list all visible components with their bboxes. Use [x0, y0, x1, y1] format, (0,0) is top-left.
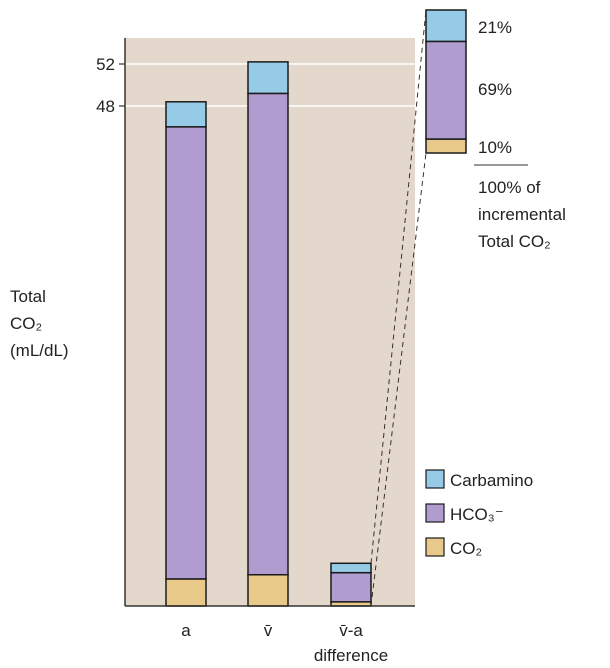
- y-axis-title-line-3: (mL/dL): [10, 341, 69, 360]
- x-label-a: a: [181, 621, 191, 640]
- bars: [165, 61, 372, 607]
- inset-bar-carbamino: [425, 9, 467, 43]
- y-tick-label-52: 52: [96, 55, 115, 74]
- legend-swatch-hco: [425, 503, 445, 523]
- legend-label-hco: HCO₃⁻: [450, 505, 504, 524]
- inset-bar-hco: [425, 40, 467, 140]
- inset-percent-hco3: 69%: [478, 80, 512, 99]
- x-labels: a v̄ v̄-a difference: [181, 621, 388, 665]
- y-axis-title-line-1: Total: [10, 287, 46, 306]
- inset-connector-bottom: [370, 152, 427, 607]
- bar-v-a-hco: [330, 571, 372, 603]
- x-label-v-a-line-2: difference: [314, 646, 388, 665]
- legend: Carbamino HCO₃⁻ CO₂: [425, 469, 533, 558]
- inset-percent-co2: 10%: [478, 138, 512, 157]
- x-label-v-a: v̄-a: [339, 621, 363, 640]
- bar-v-carbamino: [247, 61, 289, 95]
- y-ticks: 52 48: [96, 55, 125, 116]
- y-axis-title-line-2: CO₂: [10, 314, 42, 333]
- legend-label-carbamino: Carbamino: [450, 471, 533, 490]
- x-label-v: v̄: [264, 621, 273, 640]
- inset-total-line-2: incremental: [478, 205, 566, 224]
- bar-stack-a: [165, 101, 207, 607]
- bar-a-hco: [165, 126, 207, 580]
- legend-swatch-co: [425, 537, 445, 557]
- bar-v-co: [247, 574, 289, 607]
- bar-v-hco: [247, 92, 289, 576]
- inset-percent-carbamino: 21%: [478, 18, 512, 37]
- bar-v-a-carbamino: [330, 562, 372, 574]
- y-tick-label-48: 48: [96, 97, 115, 116]
- inset-bar-co: [425, 138, 467, 154]
- legend-label-co: CO₂: [450, 539, 482, 558]
- legend-swatch-carbamino: [425, 469, 445, 489]
- bar-a-carbamino: [165, 101, 207, 128]
- bar-stack-v: [247, 61, 289, 607]
- inset-total-line-1: 100% of: [478, 178, 541, 197]
- inset-breakdown: 21% 69% 10% 100% of incremental Total CO…: [370, 9, 566, 607]
- inset-connector-top: [370, 9, 427, 564]
- bar-stack-v-a: [330, 562, 372, 607]
- inset-total-line-3: Total CO₂: [478, 232, 551, 251]
- y-axis-title: Total CO₂ (mL/dL): [10, 287, 69, 360]
- bar-a-co: [165, 578, 207, 607]
